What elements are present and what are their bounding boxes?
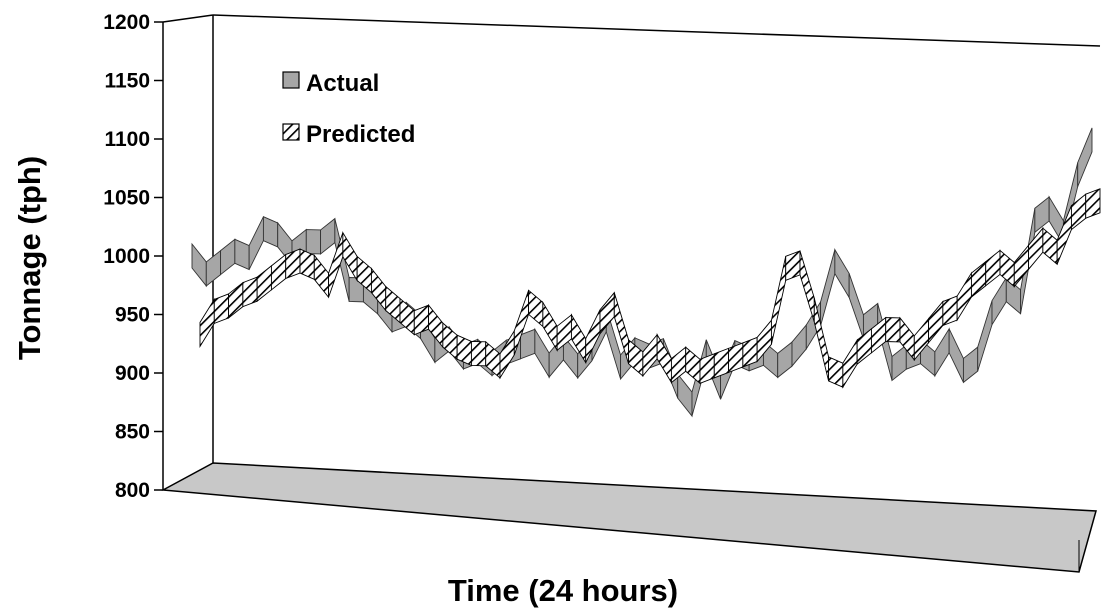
y-tick-label: 1000	[103, 245, 150, 268]
y-tick-label: 1050	[103, 187, 150, 210]
ribbon-segment-actual	[891, 344, 907, 382]
ribbon-segment-predicted	[770, 256, 787, 345]
ribbon-segment-actual	[848, 273, 864, 339]
ribbon-segment-actual	[934, 327, 950, 378]
ribbon-segment-predicted	[642, 333, 658, 378]
ribbon-segment-predicted	[728, 342, 744, 374]
ribbon-segment-actual	[1034, 196, 1050, 234]
ribbon-segment-predicted	[528, 289, 544, 328]
legend-label-predicted: Predicted	[306, 121, 415, 148]
ribbon-segment-actual	[962, 346, 979, 384]
legend-swatch-predicted	[282, 123, 300, 141]
ribbon-segment-actual	[205, 249, 222, 287]
back-wall-top-edge	[212, 14, 1101, 47]
y-tick-label: 1150	[104, 70, 150, 93]
ribbon-segment-actual	[191, 242, 207, 288]
ribbon-segment-predicted	[742, 336, 758, 368]
ribbon-segment-predicted	[270, 253, 287, 291]
ribbon-segment-predicted	[1042, 227, 1058, 266]
ribbon-segment-predicted	[942, 295, 958, 327]
ribbon-segment-predicted	[256, 264, 272, 303]
ribbon-segment-predicted	[542, 300, 558, 352]
legend: Actual Predicted	[282, 70, 415, 148]
legend-swatch-actual	[282, 71, 300, 89]
ribbon-segment-predicted	[985, 249, 1001, 287]
ribbon-segment-predicted	[1085, 188, 1101, 219]
ribbon-segment-predicted	[499, 329, 515, 380]
ribbon-segment-actual	[834, 248, 850, 300]
ribbon-segment-predicted	[470, 340, 487, 367]
ribbon-segment-actual	[1077, 127, 1093, 187]
ribbon-segment-actual	[948, 328, 964, 383]
ribbon-segment-predicted	[199, 297, 215, 348]
ribbon-segment-predicted	[970, 260, 987, 298]
ribbon-segment-predicted	[413, 304, 430, 336]
y-tick-label: 900	[115, 362, 150, 385]
y-tick-label: 950	[115, 304, 150, 327]
ribbon-segment-actual	[234, 238, 250, 271]
ribbon-segment-predicted	[228, 281, 244, 319]
ribbon-segment-predicted	[713, 347, 730, 379]
y-tick-label: 1100	[104, 128, 150, 151]
ribbon-segment-actual	[520, 328, 536, 360]
ribbon-segment-actual	[677, 372, 693, 418]
ribbon-segment-predicted	[685, 346, 701, 385]
y-axis-ticks: 800 850 900 950 1000 1050 1100 1150 1200	[103, 11, 163, 502]
y-tick-label: 850	[115, 421, 150, 444]
ribbon-segment-predicted	[828, 356, 844, 388]
ribbon-segment-predicted	[799, 250, 815, 323]
ribbon-segment-predicted	[213, 293, 230, 325]
ribbon-segment-predicted	[885, 317, 901, 343]
ribbon-segment-predicted	[699, 353, 715, 384]
ribbon-segment-predicted	[785, 250, 801, 281]
ribbon-segment-predicted	[856, 327, 872, 366]
ribbon-segment-predicted	[313, 254, 330, 299]
ribbon-segment-predicted	[242, 276, 258, 308]
ribbon-segment-predicted	[285, 248, 301, 280]
ribbon-segment-actual	[791, 323, 807, 368]
ribbon-segment-actual	[820, 249, 836, 327]
x-axis-title: Time (24 hours)	[448, 573, 678, 608]
series-ribbons	[191, 127, 1101, 418]
ribbon-segment-predicted	[842, 338, 858, 389]
ribbon-segment-actual	[534, 327, 550, 379]
ribbon-segment-actual	[262, 215, 279, 248]
ribbon-segment-predicted	[928, 300, 944, 344]
ribbon-segment-predicted	[956, 271, 972, 322]
ribbon-segment-actual	[977, 300, 993, 372]
ribbon-segment-predicted	[670, 346, 687, 384]
y-axis-title: Tonnage (tph)	[12, 156, 47, 360]
ribbon-segment-actual	[777, 341, 793, 379]
legend-label-actual: Actual	[306, 70, 379, 97]
side-wall-top-edge	[162, 14, 214, 23]
series-ribbon-predicted	[199, 188, 1101, 389]
ribbon-segment-actual	[220, 238, 236, 276]
ribbon-segment-actual	[991, 276, 1007, 327]
y-tick-label: 1200	[103, 11, 150, 34]
ribbon-segment-actual	[248, 216, 264, 270]
chart-floor	[160, 462, 1097, 573]
y-tick-label: 800	[115, 479, 150, 502]
ribbon-segment-actual	[320, 217, 336, 255]
ribbon-segment-actual	[305, 229, 322, 255]
